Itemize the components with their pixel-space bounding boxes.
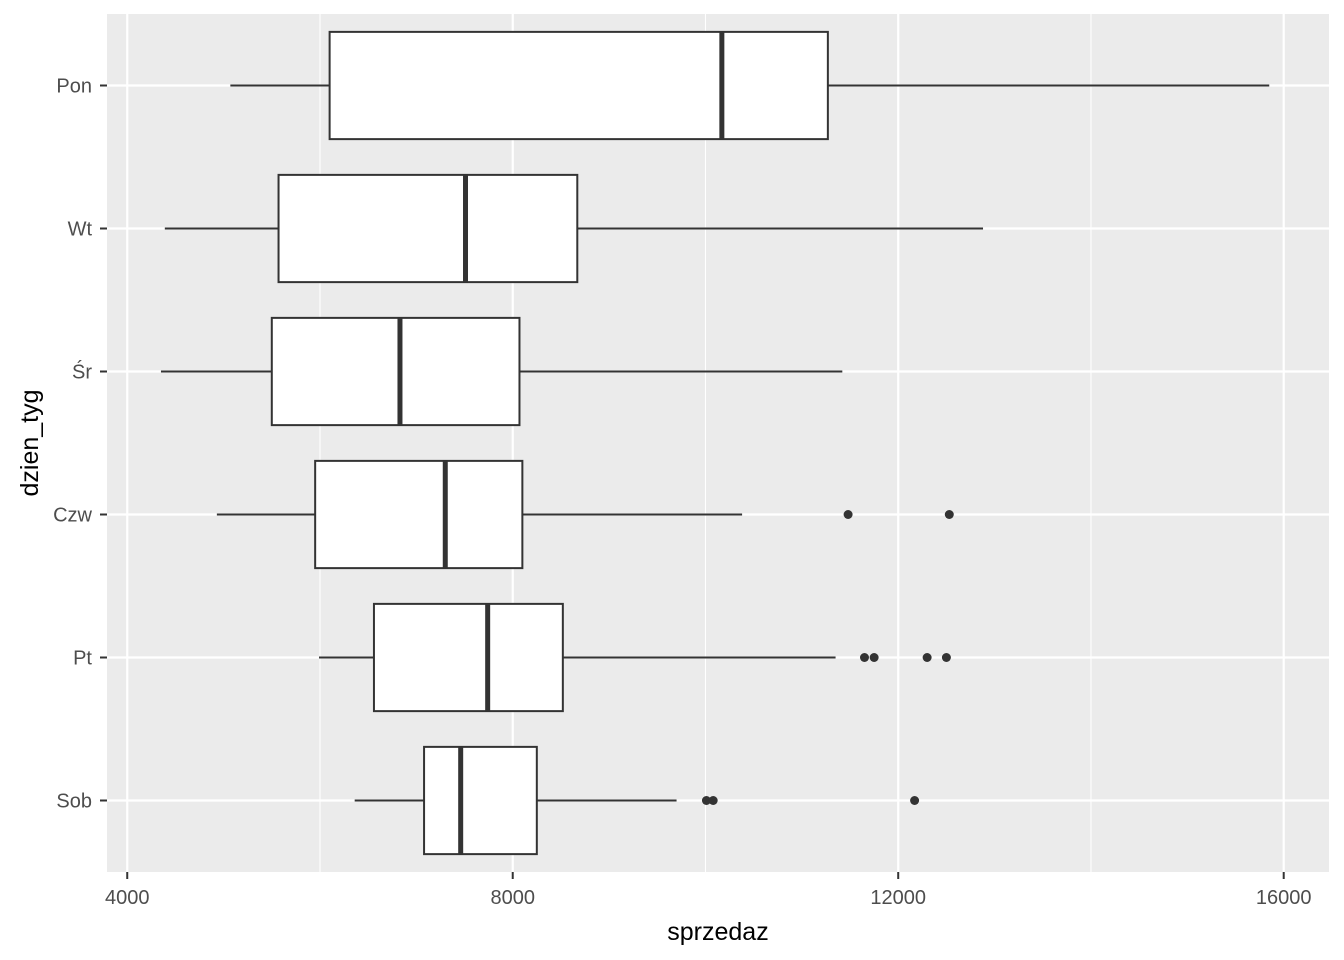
iqr-box (270, 316, 521, 427)
y-tick-label: Czw (53, 505, 92, 527)
y-axis-title: dzien_tyg (16, 389, 44, 496)
iqr-box (423, 745, 538, 856)
iqr-box (328, 30, 829, 141)
outlier-point (859, 653, 869, 662)
outlier-point (708, 796, 718, 805)
iqr-box (372, 602, 564, 713)
box-Pon (230, 30, 1270, 141)
iqr-box (277, 173, 579, 284)
outlier-point (941, 653, 951, 662)
x-tick-label: 12000 (870, 887, 926, 909)
box-Czw (216, 459, 954, 570)
x-tick-label: 16000 (1256, 887, 1312, 909)
box-Śr (160, 316, 843, 427)
box-Pt (319, 602, 951, 713)
y-tick-label: Pt (73, 648, 92, 670)
outlier-point (869, 653, 879, 662)
plot-panel (107, 14, 1329, 872)
boxes (160, 30, 1270, 856)
x-axis-title: sprzedaz (667, 918, 768, 946)
y-tick-label: Pon (56, 76, 92, 98)
outlier-point (944, 510, 954, 519)
box-Wt (164, 173, 984, 284)
y-tick-label: Wt (68, 219, 93, 241)
y-tick-label: Śr (72, 360, 92, 384)
x-tick-label: 4000 (105, 887, 150, 909)
y-tick-label: Sob (56, 791, 92, 813)
iqr-box (314, 459, 524, 570)
outlier-point (843, 510, 853, 519)
outlier-point (910, 796, 920, 805)
box-Sob (354, 745, 920, 856)
outlier-point (701, 796, 711, 805)
outlier-point (922, 653, 932, 662)
x-tick-label: 8000 (490, 887, 535, 909)
axes: Pon Wt Śr Czw Pt Sob 4000 8000 12000 16000 (53, 76, 1311, 910)
